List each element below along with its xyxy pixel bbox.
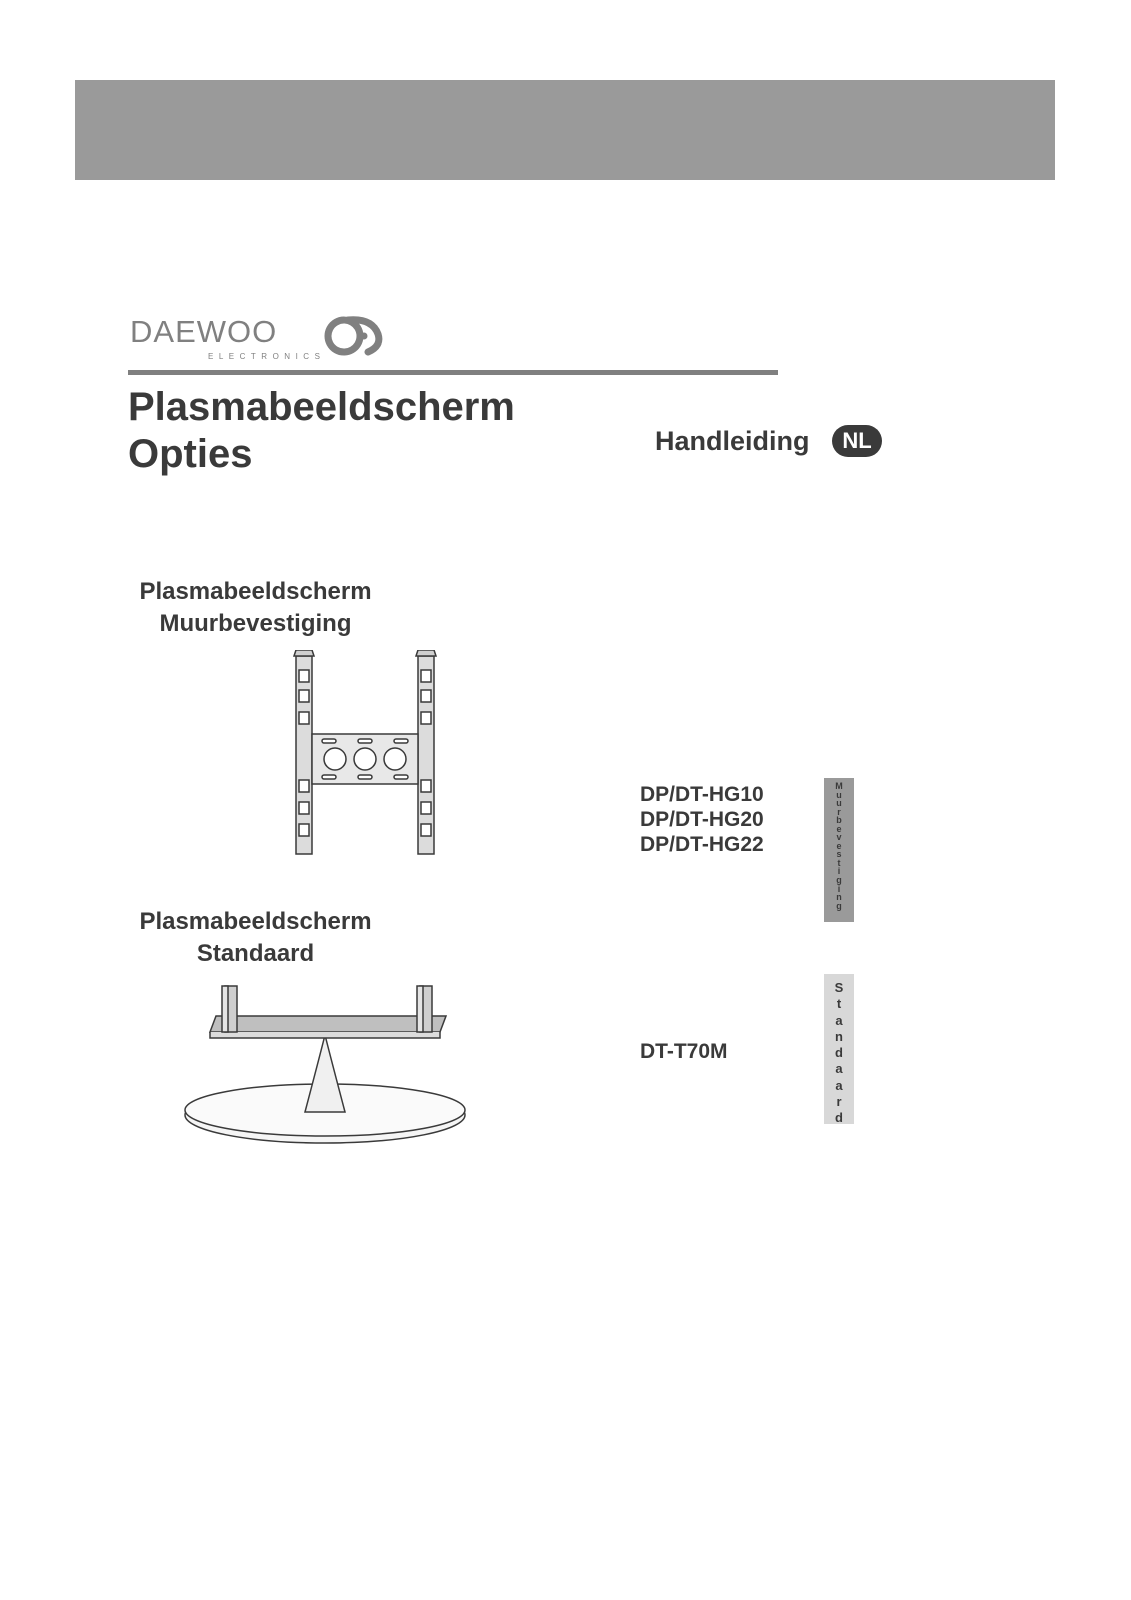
stand-illustration (170, 980, 480, 1150)
section2-line1: Plasmabeeldscherm (139, 908, 371, 935)
page-title: Plasmabeeldscherm Opties (128, 384, 515, 478)
side-tab-wallmount: Muurbevestiging (824, 778, 854, 922)
title-line-2: Opties (128, 432, 252, 476)
model-code: DP/DT-HG22 (640, 832, 764, 857)
model-code: DP/DT-HG10 (640, 782, 764, 807)
wallmount-model-list: DP/DT-HG10 DP/DT-HG20 DP/DT-HG22 (640, 782, 764, 858)
divider-line (128, 370, 778, 375)
language-badge: NL (832, 425, 882, 457)
model-code: DP/DT-HG20 (640, 807, 764, 832)
wallmount-illustration (280, 650, 450, 860)
brand-swirl-icon (320, 312, 386, 360)
subtitle-handleiding: Handleiding (655, 426, 810, 457)
section1-line1: Plasmabeeldscherm (139, 578, 371, 605)
section-title-wallmount: Plasmabeeldscherm Muurbevestiging (128, 576, 383, 641)
header-banner (75, 80, 1055, 180)
section1-line2: Muurbevestiging (159, 610, 351, 637)
section-title-stand: Plasmabeeldscherm Standaard (128, 906, 383, 971)
side-tab-stand: Standaard (824, 974, 854, 1124)
title-line-1: Plasmabeeldscherm (128, 385, 515, 429)
stand-model-code: DT-T70M (640, 1040, 728, 1064)
section2-line2: Standaard (197, 940, 314, 967)
